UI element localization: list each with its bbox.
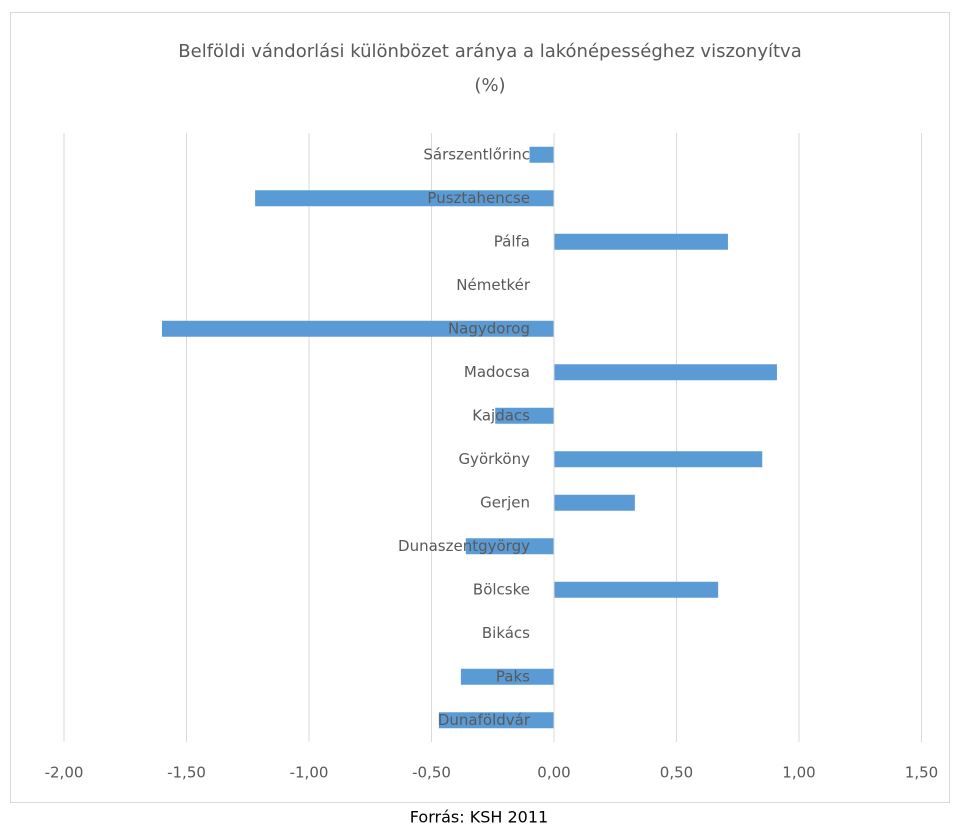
chart-title: Belföldi vándorlási különbözet aránya a … [178,41,801,62]
bar [529,146,554,163]
x-tick-label: 1,50 [905,764,938,782]
bar [554,494,635,511]
bar [554,451,763,468]
x-tick-label: 1,00 [782,764,815,782]
bar [554,233,728,250]
y-tick-label: Németkér [456,276,531,294]
x-tick-label: 0,50 [660,764,693,782]
y-tick-label: Kajdacs [472,406,530,424]
source: Forrás: KSH 2011 [410,808,548,827]
y-tick-label: Dunaszentgyörgy [398,537,530,555]
bar [438,712,554,729]
y-tick-label: Pusztahencse [427,189,530,207]
bar [255,190,554,207]
bar [460,668,554,685]
x-tick-label: -0,50 [412,764,451,782]
y-tick-label: Paks [496,667,530,685]
bar [495,407,554,424]
x-tick-label: -2,00 [45,764,84,782]
bar [554,581,719,598]
y-tick-label: Pálfa [494,232,530,250]
y-tick-label: Bikács [482,624,530,642]
chart-subtitle: (%) [474,75,505,96]
bar [554,364,777,381]
y-tick-label: Nagydorog [448,319,530,337]
y-tick-label: Sárszentlőrinc [423,145,530,163]
y-tick-label: Györköny [458,450,530,468]
y-tick-label: Bölcske [473,580,530,598]
x-tick-label: 0,00 [537,764,570,782]
y-tick-label: Madocsa [464,363,530,381]
y-tick-label: Dunaföldvár [438,711,531,729]
x-tick-label: -1,50 [167,764,206,782]
bar [162,320,554,337]
bar [465,538,554,555]
y-tick-label: Gerjen [480,493,530,511]
x-tick-label: -1,00 [290,764,329,782]
